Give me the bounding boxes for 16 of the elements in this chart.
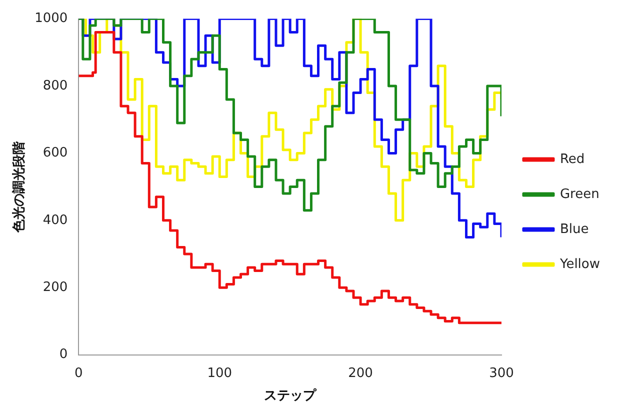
legend-label: Blue [560,222,589,237]
y-axis-title: 色光の調光段階 [11,140,28,234]
y-tick-label: 0 [59,347,68,362]
x-axis-title: ステップ [264,388,318,404]
y-tick-label: 600 [42,146,68,161]
legend-label: Red [560,152,585,167]
y-tick-label: 400 [42,212,68,228]
legend-label: Green [560,186,600,202]
y-tick-label: 800 [42,78,68,94]
x-tick-label: 300 [489,366,514,381]
y-tick-label: 1000 [34,11,68,26]
x-tick-label: 100 [207,366,232,381]
x-tick-label: 0 [74,366,83,381]
x-tick-label: 200 [348,366,373,381]
y-tick-label: 200 [42,280,68,295]
legend-label: Yellow [558,256,600,272]
